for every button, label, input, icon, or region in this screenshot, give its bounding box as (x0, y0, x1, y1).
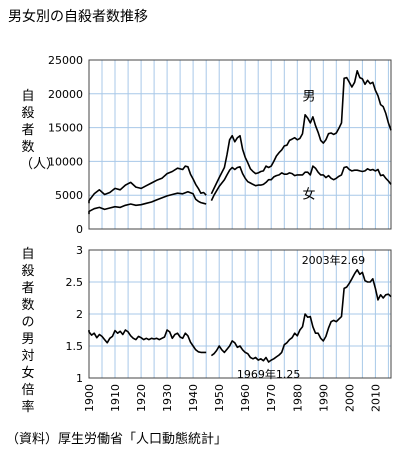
chart2-ytick-label: 1 (76, 372, 83, 385)
chart1-series-line-1 (210, 165, 392, 201)
chart2-xtick-label: 1990 (317, 384, 330, 412)
chart1-series-label: 男 (303, 90, 316, 105)
chart1-ytick-label: 20000 (48, 88, 83, 101)
chart2-xtick-label: 1970 (265, 384, 278, 412)
chart2-xtick-label: 2000 (343, 384, 356, 412)
chart2-xtick-label: 1900 (83, 384, 96, 412)
chart2-xtick-label: 1960 (239, 384, 252, 412)
page-title: 男女別の自殺者数推移 (8, 9, 148, 25)
chart2-annotation: 1969年1.25 (237, 367, 301, 381)
chart2-xtick-label: 1920 (135, 384, 148, 412)
chart2-ytick-label: 3 (76, 244, 83, 257)
source-note: （資料）厚生労働省「人口動態統計」 (6, 432, 228, 447)
chart2-ytick-label: 2.5 (66, 276, 84, 289)
chart2-xtick-label: 1940 (187, 384, 200, 412)
chart1-ytick-label: 15000 (48, 122, 83, 135)
chart2-ytick-label: 1.5 (66, 340, 84, 353)
chart1-ytick-label: 0 (76, 223, 83, 236)
chart1-ytick-label: 10000 (48, 155, 83, 168)
chart2-ylabel: 自殺者数の男対女倍率 (21, 247, 35, 415)
chart2-annotation: 2003年2.69 (302, 253, 366, 267)
chart1-ytick-label: 5000 (55, 189, 83, 202)
chart1-ytick-label: 25000 (48, 54, 83, 67)
chart2-frame (88, 249, 392, 379)
chart1-series-line-0 (210, 70, 392, 195)
chart2-xtick-label: 1930 (161, 384, 174, 412)
chart2-series-line-0 (210, 269, 392, 363)
chart2-xtick-label: 1980 (291, 384, 304, 412)
chart2-series-line-0 (88, 329, 207, 354)
chart2-xtick-label: 1950 (213, 384, 226, 412)
chart2-xtick-label: 2010 (369, 384, 382, 412)
chart1-series-line-0 (88, 165, 207, 204)
chart1-series-label: 女 (303, 187, 316, 203)
chart2-xtick-label: 1910 (109, 384, 122, 412)
chart1-frame (88, 59, 392, 230)
chart1-series-line-1 (88, 191, 207, 215)
chart2-ytick-label: 2 (76, 308, 83, 321)
